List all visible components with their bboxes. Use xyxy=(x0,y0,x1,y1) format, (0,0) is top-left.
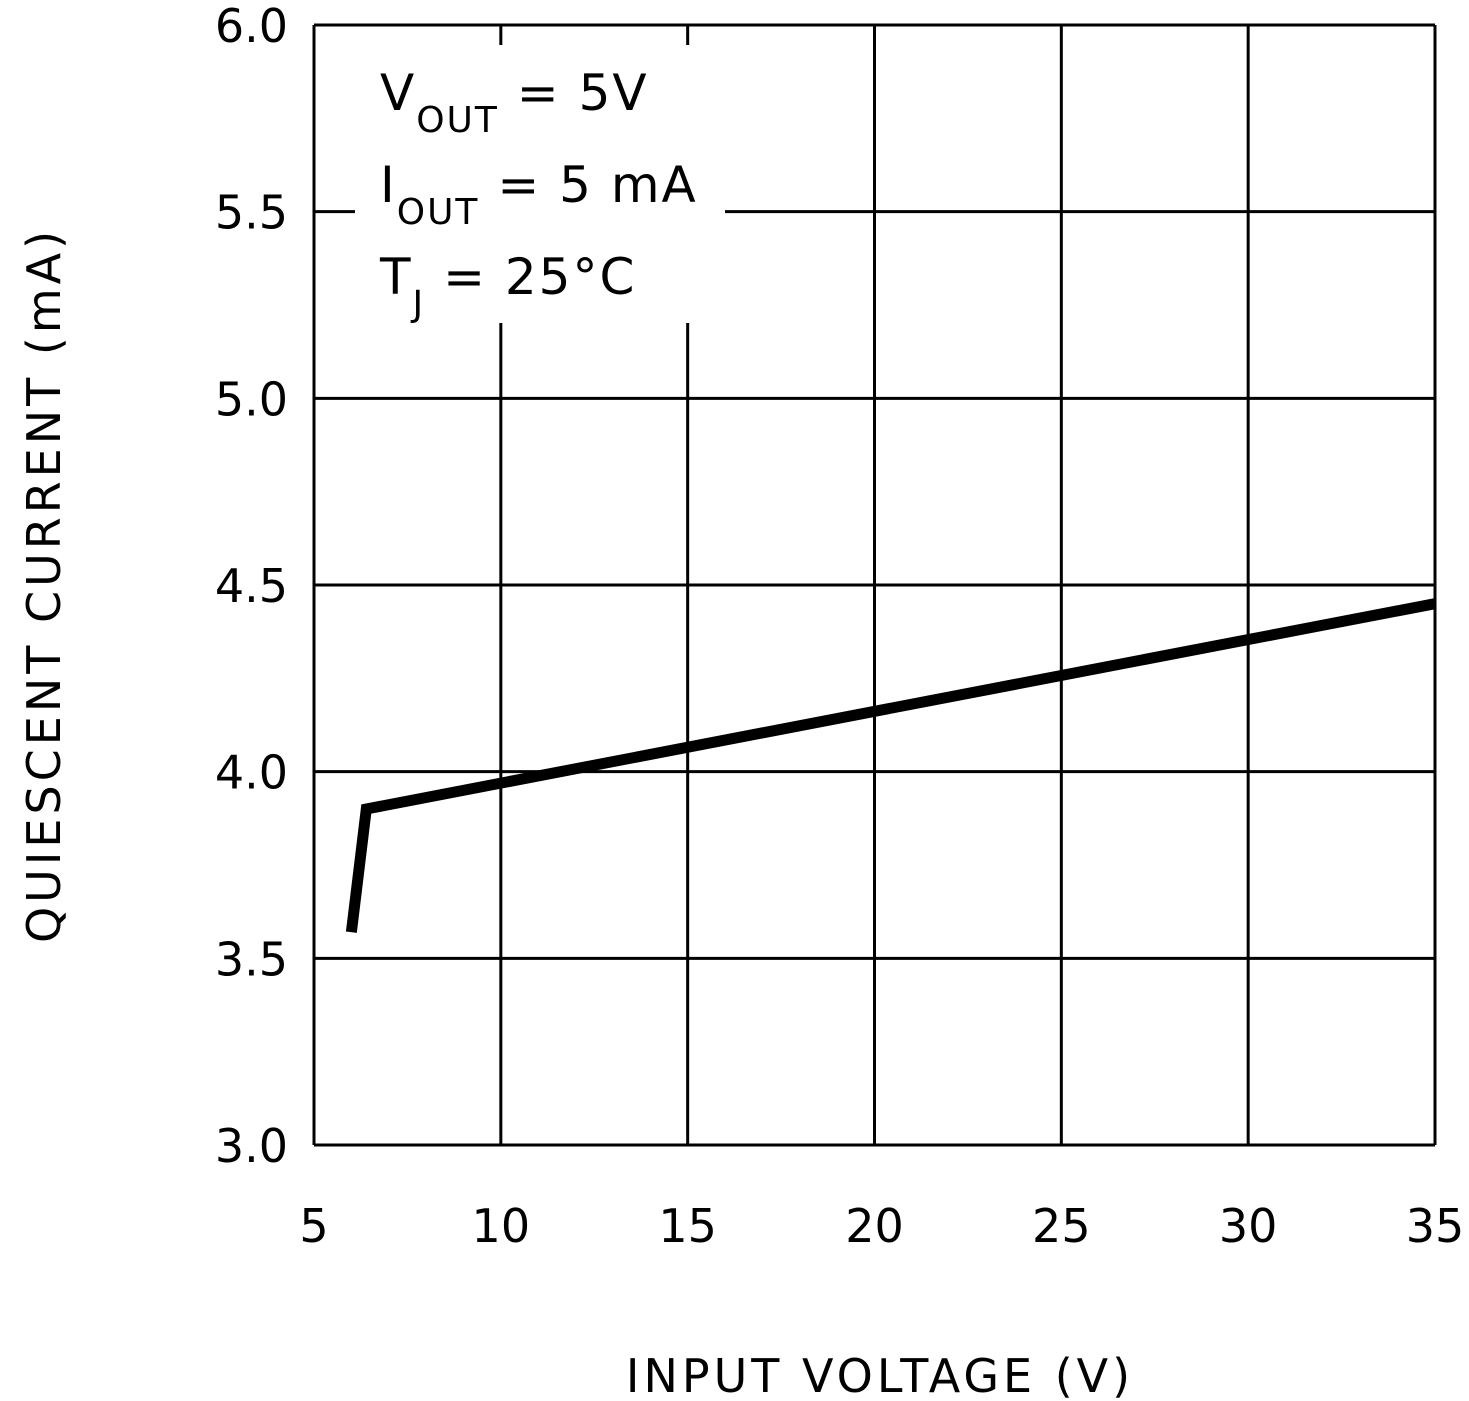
y-tick-label: 3.5 xyxy=(215,932,288,986)
y-tick-label: 4.5 xyxy=(215,559,288,613)
x-tick-label: 10 xyxy=(472,1199,531,1253)
x-tick-label: 35 xyxy=(1406,1199,1465,1253)
series xyxy=(345,598,1437,933)
annotation-line: VOUT = 5V xyxy=(380,64,649,141)
y-tick-label: 5.5 xyxy=(215,186,288,240)
x-axis-label: INPUT VOLTAGE (V) xyxy=(626,1349,1134,1401)
x-tick-label: 30 xyxy=(1219,1199,1278,1253)
y-tick-label: 5.0 xyxy=(215,372,288,426)
tick-labels: 5 10 15 20 25 30 35 3.0 3.5 4.0 4.5 5.0 5.5 6.0 xyxy=(215,0,1464,1253)
y-tick-label: 6.0 xyxy=(215,0,288,53)
annotation-line: TJ = 25°C xyxy=(379,248,636,325)
y-tick-label: 3.0 xyxy=(215,1119,288,1173)
x-tick-label: 15 xyxy=(658,1199,717,1253)
grid xyxy=(312,23,1437,1147)
y-axis-label: QUIESCENT CURRENT (mA) xyxy=(17,227,71,943)
annotation-line: IOUT = 5 mA xyxy=(380,156,698,233)
annotation-background xyxy=(355,45,725,323)
x-tick-label: 20 xyxy=(845,1199,904,1253)
x-tick-label: 5 xyxy=(299,1199,328,1253)
annotation-block: VOUT = 5V IOUT = 5 mA TJ = 25°C xyxy=(379,64,698,325)
series-line xyxy=(345,598,1437,933)
y-tick-label: 4.0 xyxy=(215,746,288,800)
x-tick-label: 25 xyxy=(1032,1199,1091,1253)
